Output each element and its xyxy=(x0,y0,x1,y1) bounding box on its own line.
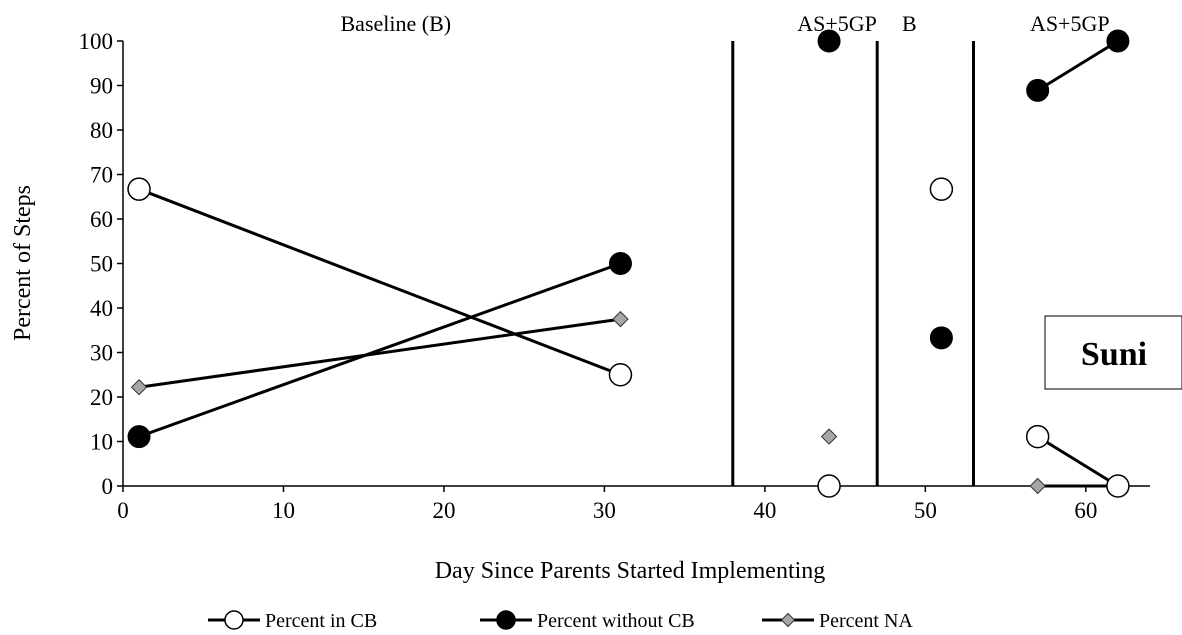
data-point-percent-in-cb xyxy=(1025,424,1050,449)
data-point-percent-without-cb xyxy=(817,29,841,53)
data-point-percent-na xyxy=(130,379,148,396)
y-tick-label: 100 xyxy=(79,29,114,54)
legend-label-percent-without-cb: Percent without CB xyxy=(537,610,695,632)
series-line-percent-without-cb-4 xyxy=(1036,39,1119,92)
x-tick-label: 10 xyxy=(272,498,295,523)
legend-item-percent-without-cb: Percent without CB xyxy=(480,610,695,632)
x-tick-label: 30 xyxy=(593,498,616,523)
series-percent-na xyxy=(130,180,1127,495)
data-point-percent-without-cb xyxy=(1106,29,1130,53)
axes xyxy=(122,41,1150,487)
x-tick-label: 0 xyxy=(117,498,129,523)
data-point-percent-na xyxy=(612,310,629,328)
legend: Percent in CB Percent without CB Percent N… xyxy=(208,610,913,632)
name-box-frame xyxy=(1044,315,1182,390)
data-point-percent-in-cb xyxy=(929,177,954,201)
legend-item-percent-in-cb: Percent in CB xyxy=(208,610,377,632)
legend-label-percent-in-cb: Percent in CB xyxy=(265,610,377,632)
data-point-percent-without-cb xyxy=(127,425,151,449)
phase-change-lines: Baseline (B) AS+5GP B AS+5GP xyxy=(341,11,1110,486)
y-tick-label: 60 xyxy=(90,207,113,232)
data-point-percent-in-cb xyxy=(1106,474,1130,498)
y-tick-label: 10 xyxy=(90,430,113,455)
series-percent-without-cb xyxy=(127,29,1130,449)
data-point-percent-without-cb xyxy=(1026,78,1050,102)
series-percent-in-cb xyxy=(127,177,1130,498)
y-tick-label: 0 xyxy=(102,474,114,499)
y-tick-label: 70 xyxy=(90,163,113,188)
series-line-percent-in-cb-1 xyxy=(138,187,621,377)
data-series xyxy=(127,29,1130,498)
y-axis-title: Percent of Steps xyxy=(10,185,36,341)
series-line-percent-in-cb-4 xyxy=(1036,435,1119,488)
legend-marker xyxy=(224,610,244,630)
y-tick-label: 30 xyxy=(90,341,113,366)
name-box: Suni xyxy=(1044,315,1182,390)
data-point-percent-na xyxy=(1029,477,1046,495)
legend-label-percent-na: Percent NA xyxy=(819,610,913,632)
legend-marker xyxy=(780,612,796,628)
x-tick-label: 40 xyxy=(753,498,776,523)
data-point-percent-in-cb xyxy=(817,474,841,498)
y-tick-label: 80 xyxy=(90,118,113,143)
y-tick-label: 90 xyxy=(90,74,113,99)
tick-labels: 0 10 20 30 40 50 60 70 80 90 100 0 10 20 30 40 50 60 xyxy=(79,29,1098,523)
name-box-label: Suni xyxy=(1081,336,1147,373)
y-tick-label: 20 xyxy=(90,385,113,410)
data-point-percent-without-cb xyxy=(929,326,953,350)
data-point-percent-in-cb xyxy=(608,363,633,387)
legend-marker xyxy=(496,610,516,630)
y-tick-label: 50 xyxy=(90,252,113,277)
x-tick-label: 50 xyxy=(914,498,937,523)
x-tick-label: 60 xyxy=(1074,498,1097,523)
phase-label-3: B xyxy=(902,11,917,36)
data-point-percent-in-cb xyxy=(127,177,151,201)
data-point-percent-without-cb xyxy=(608,252,632,275)
legend-item-percent-na: Percent NA xyxy=(762,610,913,632)
series-line-percent-na-1 xyxy=(138,317,621,389)
x-tick-label: 20 xyxy=(432,498,455,523)
data-point-percent-na xyxy=(820,428,838,445)
series-line-percent-without-cb-1 xyxy=(138,262,621,439)
phase-label-2: AS+5GP xyxy=(797,11,877,36)
y-tick-label: 40 xyxy=(90,296,113,321)
phase-label-1: Baseline (B) xyxy=(341,11,452,36)
x-axis-title: Day Since Parents Started Implementing xyxy=(435,558,826,584)
phase-label-4: AS+5GP xyxy=(1030,11,1110,36)
